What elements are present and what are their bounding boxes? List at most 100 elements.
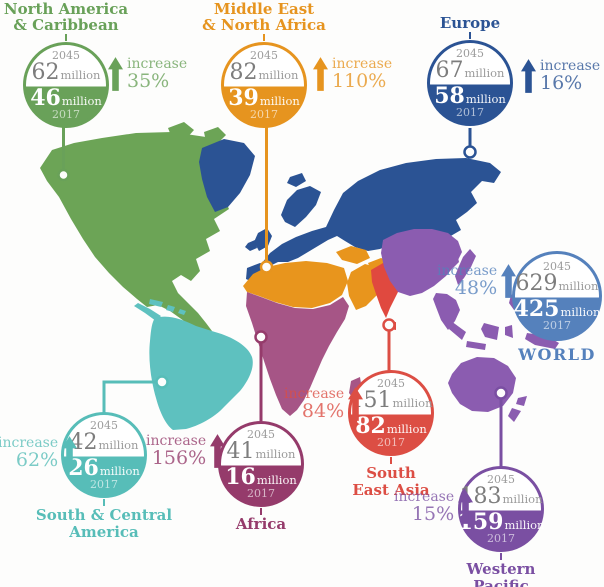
connector-south-central-america: [102, 375, 169, 413]
future-unit: million: [464, 65, 505, 80]
past-half: 39 million 2017: [224, 86, 304, 126]
future-half: 2045 151 million: [349, 373, 433, 414]
future-value: 82: [229, 59, 258, 85]
landmass-arctic-island: [168, 122, 194, 140]
increase-annotation-europe: increase 16%: [521, 59, 600, 94]
up-arrow-icon: [313, 57, 328, 92]
region-label: Africa: [235, 515, 287, 533]
increase-label: increase: [0, 435, 59, 451]
future-year: 2045: [456, 46, 484, 60]
landmass-north-america: [40, 132, 252, 337]
region-label-line2: Pacific: [473, 577, 529, 587]
increase-label: increase: [394, 489, 455, 505]
future-year: 2045: [543, 259, 571, 273]
region-title-line1: Europe: [439, 14, 501, 32]
past-half: 58 million 2017: [430, 84, 510, 124]
label-tick: [260, 508, 262, 515]
past-year: 2017: [90, 477, 118, 491]
past-half: 46 million 2017: [26, 86, 106, 126]
region-title: North America & Caribbean: [4, 1, 128, 33]
stat-circle: 2045 41 million 16 million 2017: [218, 421, 304, 507]
future-half: 2045 629 million: [515, 254, 599, 297]
landmass-china: [381, 229, 462, 296]
landmass-indochina: [433, 293, 460, 330]
future-unit: million: [255, 446, 296, 461]
region-label-line1: South: [366, 464, 416, 482]
region-title-line2: & North Africa: [202, 16, 326, 34]
landmass-iceland: [287, 173, 306, 187]
landmass-greenland: [199, 139, 255, 212]
future-value: 62: [31, 59, 60, 85]
label-tick: [103, 499, 105, 506]
landmass-africa: [246, 292, 349, 416]
up-arrow-icon: [458, 490, 474, 525]
past-value: 82: [355, 412, 386, 439]
past-year: 2017: [543, 318, 571, 332]
past-year: 2017: [250, 107, 278, 121]
past-year: 2017: [247, 486, 275, 500]
connector-south-east-asia: [382, 318, 396, 371]
future-unit: million: [60, 67, 101, 82]
stat-circle: 2045 82 million 39 million 2017: [221, 42, 307, 128]
increase-annotation-south-east-asia: increase 84%: [284, 386, 364, 422]
label-tick: [390, 457, 392, 464]
future-value: 629: [515, 270, 558, 296]
increase-label: increase: [146, 433, 207, 449]
future-year: 2045: [90, 418, 118, 432]
stat-circle: 2045 629 million 425 million 2017: [512, 251, 602, 341]
future-half: 2045 41 million: [221, 424, 301, 465]
future-year: 2045: [377, 376, 405, 390]
region-badge-south-central-america: 2045 42 million 26 million 2017 South & Ce…: [24, 412, 184, 541]
past-value: 58: [434, 82, 465, 109]
landmass-arctic-island: [204, 127, 226, 144]
future-unit: million: [98, 437, 139, 452]
past-value: 46: [30, 84, 61, 111]
title-tick: [469, 32, 471, 39]
stat-circle: 2045 62 million 46 million 2017: [23, 42, 109, 128]
increase-label: increase: [437, 263, 498, 279]
label-tick: [500, 553, 502, 560]
landmass-central-america: [134, 303, 161, 321]
past-unit: million: [560, 304, 601, 319]
up-arrow-icon: [348, 387, 364, 422]
past-year: 2017: [377, 435, 405, 449]
region-label: Western Pacific: [467, 561, 536, 587]
past-half: 425 million 2017: [514, 297, 601, 339]
increase-label: increase: [284, 386, 345, 402]
future-value: 41: [226, 438, 255, 464]
region-label: South East Asia: [352, 465, 429, 499]
past-unit: million: [61, 93, 102, 108]
stat-circle: 2045 183 million 159 million 2017: [458, 466, 544, 552]
region-label-line1: South & Central: [35, 506, 173, 524]
future-unit: million: [502, 491, 543, 506]
increase-value: 62%: [15, 448, 59, 471]
past-value: 159: [457, 508, 504, 535]
past-value: 39: [228, 84, 259, 111]
landmass-japan: [455, 249, 476, 285]
landmass-korea: [448, 253, 459, 268]
increase-annotation-western-pacific: increase 15%: [394, 489, 474, 525]
future-unit: million: [558, 278, 599, 293]
up-arrow-icon: [108, 57, 123, 92]
connector-africa: [254, 330, 268, 421]
landmass-sulawesi: [505, 325, 513, 338]
increase-annotation-africa: increase 156%: [146, 433, 226, 469]
increase-annotation-north-america: increase 35%: [108, 57, 187, 92]
future-half: 2045 62 million: [26, 45, 106, 86]
region-badge-south-east-asia: 2045 151 million 82 million 2017 South Eas…: [321, 370, 461, 499]
increase-value: 15%: [411, 502, 455, 525]
future-half: 2045 82 million: [224, 45, 304, 86]
up-arrow-icon: [521, 59, 536, 94]
region-label-line2: America: [69, 523, 139, 541]
future-value: 151: [349, 387, 392, 413]
past-year: 2017: [52, 107, 80, 121]
past-unit: million: [259, 93, 300, 108]
increase-value: 84%: [301, 399, 345, 422]
stat-circle: 2045 151 million 82 million 2017: [348, 370, 434, 456]
past-unit: million: [504, 517, 545, 532]
landmass-nz-north: [516, 396, 527, 406]
increase-annotation-south-central-america: increase 62%: [0, 435, 78, 471]
past-half: 82 million 2017: [351, 414, 431, 454]
future-value: 42: [69, 429, 98, 455]
landmass-cuba: [149, 299, 163, 307]
